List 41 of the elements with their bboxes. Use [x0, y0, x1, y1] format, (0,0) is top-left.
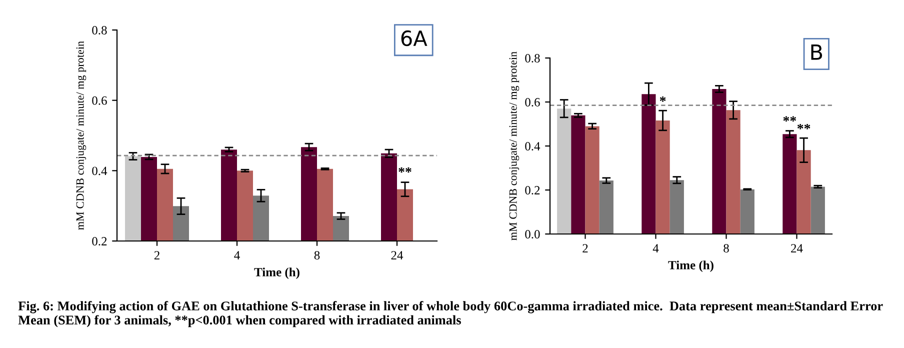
bar — [571, 115, 586, 234]
bar — [796, 150, 811, 234]
y-tick-label: 0.8 — [92, 26, 107, 35]
y-tick-label: 0.6 — [92, 96, 107, 105]
bar — [670, 180, 684, 234]
bar — [585, 126, 600, 234]
x-tick-label: 8 — [724, 244, 729, 253]
y-tick-label: 0.6 — [525, 98, 540, 107]
bar — [642, 94, 656, 234]
x-tick-label: 2 — [154, 251, 160, 260]
caption: Fig. 6: Modifying action of GAE on Glutathione S-transferase in liver of whole body 60Co-gamma irradiated mice. Data represent mean±Standard Error Mean (SEM) for 3 animals, **p<0.001 when compared with irradiated animals — [18, 301, 883, 328]
bar — [726, 110, 740, 234]
y-tick-label: 0.8 — [525, 54, 540, 63]
y-tick-label: 0.4 — [92, 166, 108, 176]
bar — [656, 120, 670, 234]
y-tick-label: 0.4 — [525, 142, 540, 151]
x-tick-label: 4 — [234, 251, 240, 260]
y-tick-label: 0.0 — [525, 230, 540, 239]
annotation: 6A — [401, 30, 428, 46]
x-tick-label: 2 — [582, 244, 588, 252]
x-tick-label: 4 — [652, 244, 659, 252]
y-axis-title: mM CDNB conjugate/ minute/ mg protein — [509, 52, 520, 240]
bar — [557, 108, 572, 234]
bar — [712, 89, 726, 234]
annotation: ** — [797, 124, 810, 130]
bar — [740, 189, 754, 234]
x-tick-label: 24 — [391, 251, 404, 260]
annotation: * — [660, 96, 666, 102]
bar — [599, 180, 614, 234]
bar — [782, 134, 797, 234]
annotation: ** — [783, 116, 796, 122]
x-tick-label: 8 — [314, 251, 320, 260]
x-tick-label: 24 — [791, 244, 803, 252]
bar — [810, 186, 825, 234]
x-axis-title: Time (h) — [668, 260, 714, 272]
y-tick-label: 0.2 — [92, 237, 107, 246]
annotation: B — [811, 44, 822, 60]
annotation: ** — [398, 167, 412, 173]
y-tick-label: 0.2 — [525, 186, 540, 195]
y-axis-title: mM CDNB conjugate/ minute/ mg protein — [76, 41, 86, 230]
x-axis-title: Time (h) — [254, 268, 300, 279]
